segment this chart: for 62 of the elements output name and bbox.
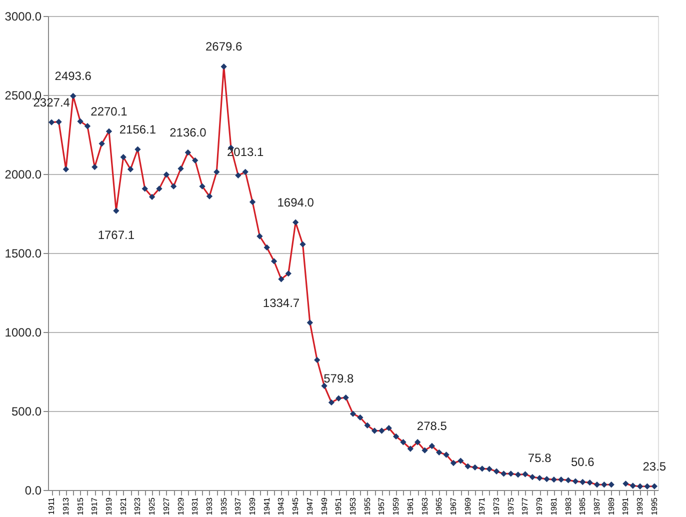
- y-tick-label: 2000.0: [4, 168, 42, 182]
- data-label: 2156.1: [119, 122, 156, 136]
- x-tick-label: 1945: [291, 496, 300, 516]
- x-tick-label: 1915: [76, 496, 85, 516]
- x-tick-label: 1971: [478, 496, 487, 516]
- x-tick-label: 1965: [434, 496, 444, 516]
- x-tick-label: 1921: [118, 496, 128, 516]
- x-tick-label: 1937: [234, 496, 243, 516]
- x-tick-label: 1993: [636, 496, 645, 516]
- x-tick-label: 1967: [448, 496, 458, 516]
- data-label: 278.5: [416, 418, 448, 433]
- data-label: 2493.6: [54, 69, 92, 84]
- x-tick-label: 1947: [305, 496, 314, 516]
- x-tick-label: 1975: [506, 496, 516, 516]
- x-tick-label: 1957: [377, 496, 386, 516]
- x-tick-label: 1977: [520, 496, 530, 516]
- data-label: 1334.7: [262, 296, 300, 310]
- y-tick-label: 1000.0: [4, 326, 42, 340]
- x-tick-label: 1941: [262, 496, 272, 516]
- x-tick-label: 1949: [320, 496, 329, 516]
- x-tick-label: 1973: [492, 496, 502, 516]
- x-tick-label: 1935: [219, 496, 228, 516]
- x-tick-label: 1961: [406, 496, 415, 516]
- x-tick-label: 1913: [61, 496, 70, 516]
- data-label: 1767.1: [98, 228, 135, 242]
- x-tick-label: 1959: [392, 496, 401, 516]
- data-label: 2136.0: [170, 126, 207, 140]
- data-label: 50.6: [570, 455, 595, 470]
- data-label: 23.5: [642, 459, 666, 474]
- data-label: 1694.0: [277, 195, 314, 210]
- x-tick-label: 1981: [549, 496, 558, 516]
- x-tick-label: 1925: [148, 496, 157, 516]
- x-tick-label: 1995: [650, 496, 659, 516]
- y-tick-label: 0.0: [24, 484, 42, 498]
- x-tick-label: 1931: [190, 496, 200, 516]
- x-tick-label: 1951: [334, 496, 344, 516]
- x-tick-label: 1939: [248, 496, 258, 516]
- x-tick-label: 1979: [535, 496, 544, 516]
- x-tick-label: 1923: [133, 496, 142, 516]
- x-tick-label: 1919: [104, 496, 114, 516]
- x-tick-label: 1983: [564, 496, 573, 516]
- x-tick-label: 1933: [204, 496, 214, 516]
- x-tick-label: 1969: [463, 496, 472, 516]
- data-label: 579.8: [324, 371, 354, 386]
- x-tick-label: 1955: [362, 496, 372, 516]
- y-tick-label: 3000.0: [4, 10, 42, 24]
- x-tick-label: 1917: [90, 496, 100, 516]
- x-tick-label: 1991: [621, 496, 630, 516]
- x-tick-label: 1989: [606, 496, 616, 516]
- x-tick-label: 1987: [592, 496, 602, 516]
- x-tick-label: 1911: [47, 496, 56, 515]
- x-tick-label: 1953: [348, 496, 358, 516]
- x-tick-label: 1985: [578, 496, 588, 516]
- data-label: 2679.6: [205, 40, 242, 54]
- y-tick-label: 500.0: [11, 404, 42, 418]
- data-label: 75.8: [528, 451, 552, 466]
- x-tick-label: 1927: [162, 496, 171, 516]
- x-tick-label: 1929: [176, 496, 186, 516]
- y-tick-label: 1500.0: [4, 246, 42, 260]
- x-tick-label: 1963: [420, 496, 430, 516]
- x-tick-label: 1943: [276, 496, 286, 516]
- data-label: 2270.1: [90, 104, 128, 118]
